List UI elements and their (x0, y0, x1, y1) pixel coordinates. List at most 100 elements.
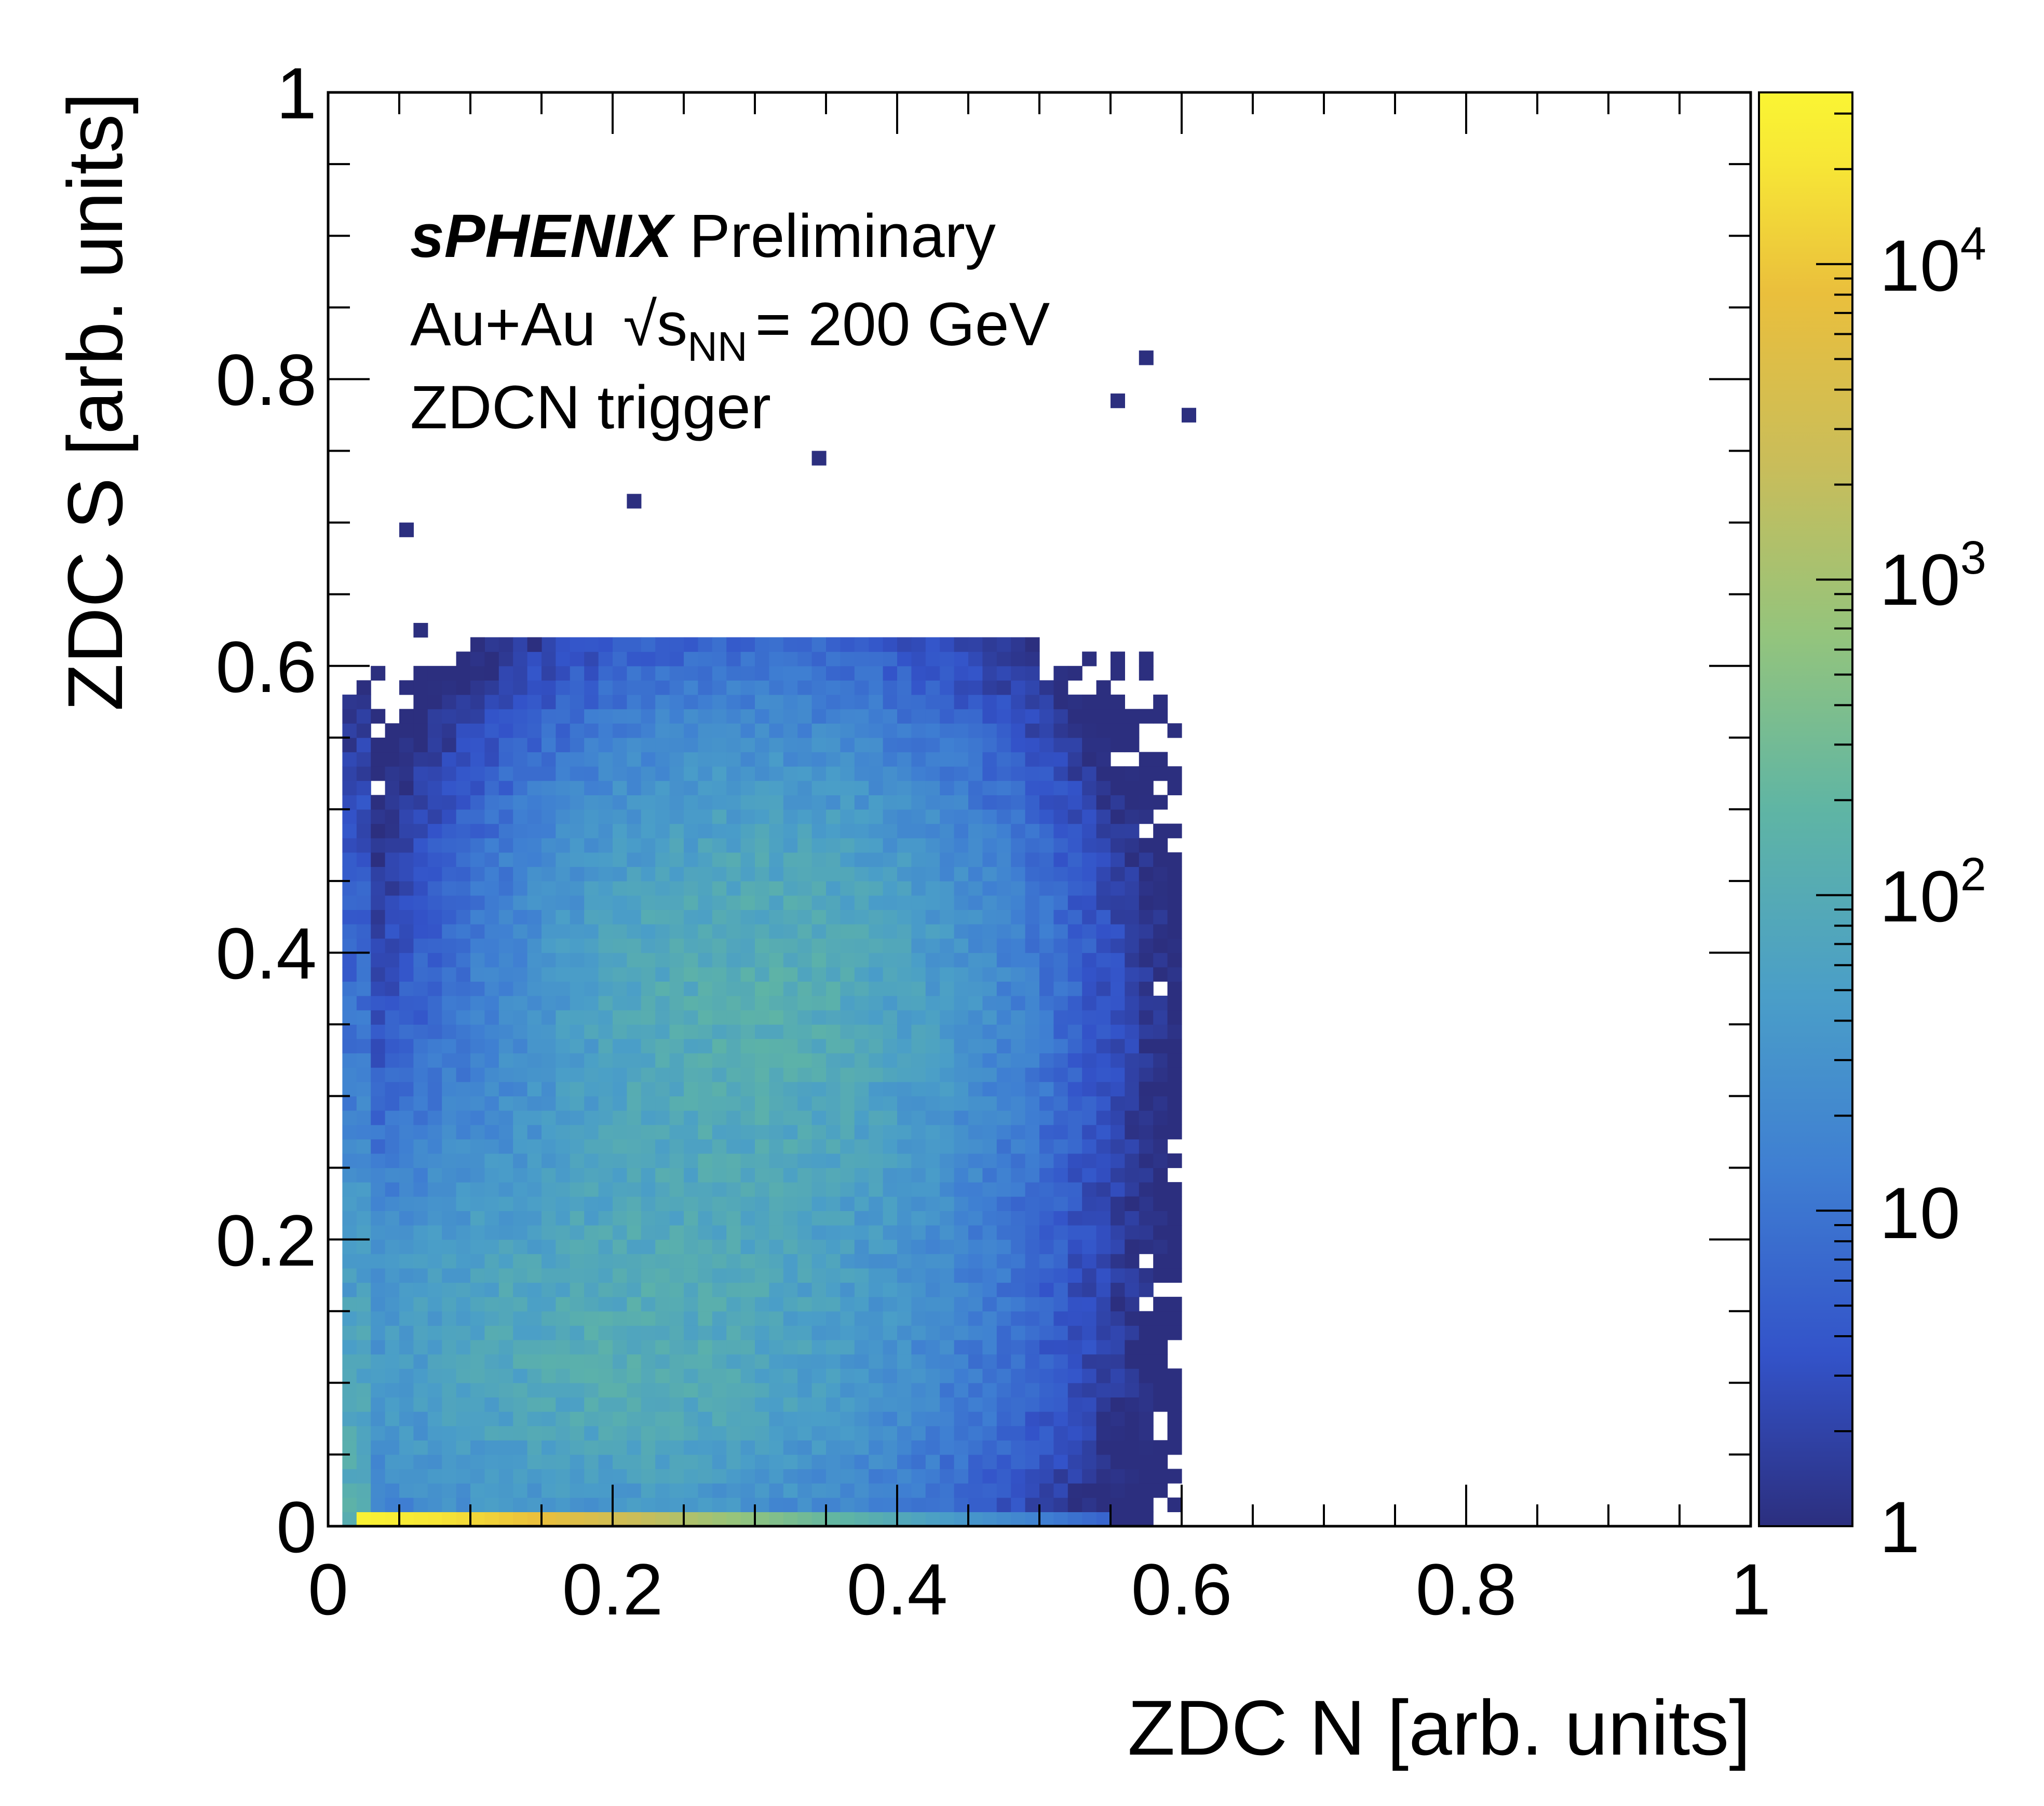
heatmap-cell (542, 637, 556, 652)
heatmap-cell (627, 709, 642, 724)
heatmap-cell (371, 1454, 386, 1470)
heatmap-cell (783, 1096, 798, 1111)
heatmap-cell (854, 1067, 869, 1082)
heatmap-cell (570, 1282, 585, 1297)
heatmap-cell (911, 1425, 926, 1441)
heatmap-cell (1053, 1325, 1068, 1340)
heatmap-cell (1067, 1512, 1082, 1527)
heatmap-cell (470, 1268, 485, 1283)
heatmap-cell (1039, 737, 1054, 753)
heatmap-cell (698, 766, 713, 781)
heatmap-cell (869, 766, 884, 781)
heatmap-cell (556, 1038, 571, 1054)
heatmap-cell (769, 766, 784, 781)
heatmap-cell (613, 938, 627, 953)
heatmap-cell (427, 1382, 442, 1398)
heatmap-cell (356, 967, 371, 982)
heatmap-cell (570, 1411, 585, 1427)
heatmap-cell (982, 1124, 997, 1139)
heatmap-cell (982, 680, 997, 695)
heatmap-cell (826, 1339, 841, 1355)
heatmap-cell (513, 967, 528, 982)
heatmap-cell (1082, 1182, 1097, 1197)
heatmap-cell (954, 709, 969, 724)
heatmap-cell (498, 1512, 513, 1527)
heatmap-cell (755, 809, 769, 824)
heatmap-cell (442, 895, 457, 910)
heatmap-cell (911, 1311, 926, 1326)
heatmap-cell (1039, 1454, 1054, 1470)
heatmap-cell (826, 1425, 841, 1441)
heatmap-cell (1096, 752, 1111, 767)
heatmap-cell (570, 1067, 585, 1082)
heatmap-cell (542, 1512, 556, 1527)
heatmap-cell (1011, 695, 1026, 710)
heatmap-cell (613, 1124, 627, 1139)
heatmap-cell (911, 1354, 926, 1369)
heatmap-cell (1039, 996, 1054, 1011)
heatmap-cell (712, 1038, 727, 1054)
heatmap-cell (869, 1411, 884, 1427)
heatmap-cell (413, 1454, 428, 1470)
heatmap-cell (527, 852, 542, 867)
heatmap-cell (925, 996, 940, 1011)
heatmap-cell (498, 637, 513, 652)
heatmap-cell (1153, 1182, 1168, 1197)
heatmap-cell (911, 823, 926, 838)
heatmap-cell (641, 709, 656, 724)
colorbar (1758, 91, 1853, 1527)
heatmap-cell (584, 637, 599, 652)
heatmap-cell (925, 1024, 940, 1039)
heatmap-cell (655, 1497, 670, 1512)
heatmap-cell (840, 1425, 855, 1441)
heatmap-cell (968, 1425, 983, 1441)
heatmap-cell (940, 1225, 955, 1240)
heatmap-cell (897, 996, 912, 1011)
heatmap-cell (940, 1282, 955, 1297)
heatmap-cell (613, 1497, 627, 1512)
heatmap-cell (456, 1339, 471, 1355)
heatmap-cell (684, 1440, 698, 1455)
heatmap-cell (783, 981, 798, 996)
heatmap-cell (783, 1153, 798, 1169)
heatmap-cell (598, 823, 613, 838)
heatmap-cell (954, 1211, 969, 1226)
heatmap-cell (883, 1469, 898, 1484)
heatmap-cell (826, 1512, 841, 1527)
heatmap-cell (769, 1038, 784, 1054)
heatmap-cell (399, 1311, 414, 1326)
heatmap-cell (513, 752, 528, 767)
heatmap-cell (1011, 1339, 1026, 1355)
heatmap-cell (1125, 838, 1140, 853)
heatmap-cell (911, 1297, 926, 1312)
heatmap-cell (371, 766, 386, 781)
heatmap-cell (684, 1196, 698, 1211)
heatmap-cell (954, 1440, 969, 1455)
heatmap-cell (513, 1067, 528, 1082)
heatmap-cell (484, 1311, 499, 1326)
heatmap-cell (769, 1268, 784, 1283)
heatmap-cell (413, 1124, 428, 1139)
heatmap-cell (797, 1211, 813, 1226)
heatmap-cell (996, 651, 1011, 667)
heatmap-cell (940, 953, 955, 968)
heatmap-cell (698, 1497, 713, 1512)
heatmap-cell (797, 723, 813, 738)
heatmap-cell (1111, 953, 1125, 968)
heatmap-cell (1153, 1325, 1168, 1340)
heatmap-cell (968, 1354, 983, 1369)
heatmap-cell (684, 809, 698, 824)
heatmap-cell (1082, 1382, 1097, 1398)
heatmap-cell (940, 780, 955, 795)
heatmap-cell (627, 967, 642, 982)
heatmap-cell (854, 1512, 869, 1527)
heatmap-cell (1039, 1110, 1054, 1125)
heatmap-cell (342, 1311, 357, 1326)
heatmap-cell (442, 1010, 457, 1025)
heatmap-cell (356, 1368, 371, 1383)
heatmap-cell (1125, 1397, 1140, 1412)
heatmap-cell (1111, 1354, 1125, 1369)
heatmap-cell (968, 823, 983, 838)
heatmap-cell (1053, 1440, 1068, 1455)
heatmap-cell (925, 1081, 940, 1096)
